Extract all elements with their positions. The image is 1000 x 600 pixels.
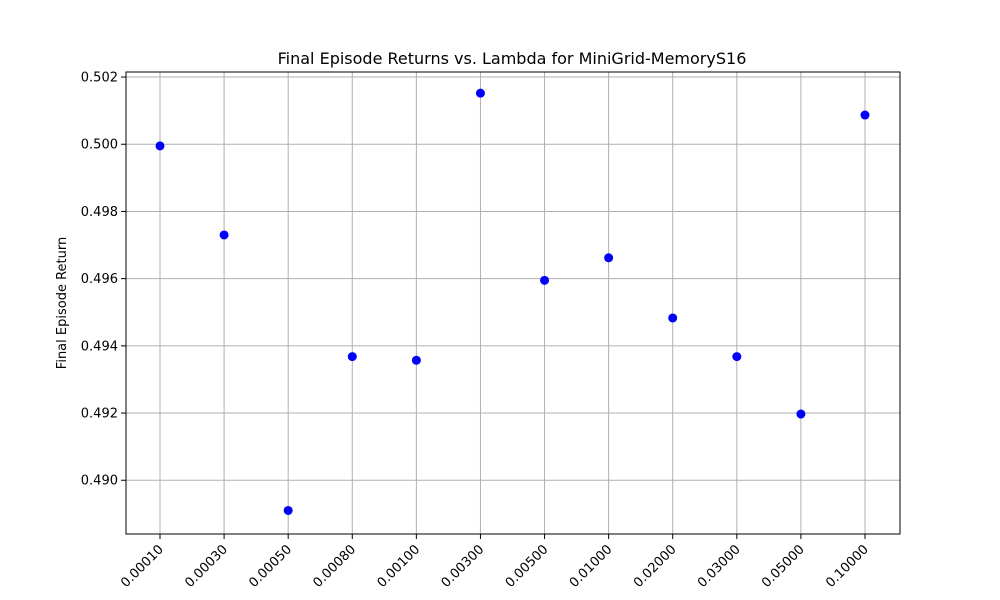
y-axis-ticks: 0.490 0.492 0.494 0.496 0.498 0.500 0.502 <box>81 71 126 489</box>
x-tick-label: 0.00500 <box>503 542 552 591</box>
plot-frame <box>125 71 901 535</box>
x-tick-label: 0.05000 <box>759 542 808 591</box>
y-axis-label: Final Episode Return <box>55 237 70 369</box>
data-point <box>155 141 165 151</box>
x-tick-label: 0.00300 <box>439 542 488 591</box>
x-tick-label: 0.00080 <box>310 542 359 591</box>
y-tick-label: 0.490 <box>81 474 118 489</box>
y-tick-label: 0.496 <box>81 272 118 287</box>
x-axis-ticks: 0.00010 0.00030 0.00050 0.00080 0.00100 0.003… <box>118 534 872 591</box>
x-tick-label: 0.10000 <box>823 542 872 591</box>
data-point <box>219 230 229 240</box>
x-tick-label: 0.03000 <box>695 542 744 591</box>
y-tick-label: 0.498 <box>81 205 118 220</box>
data-point <box>475 88 485 98</box>
data-point <box>283 505 293 515</box>
data-point <box>668 313 678 323</box>
x-tick-label: 0.00050 <box>246 542 295 591</box>
data-point <box>411 355 421 365</box>
x-tick-label: 0.01000 <box>567 542 616 591</box>
y-tick-label: 0.492 <box>81 407 118 422</box>
data-points <box>155 88 870 515</box>
x-tick-label: 0.00030 <box>182 542 231 591</box>
y-tick-label: 0.500 <box>81 138 118 153</box>
x-tick-label: 0.00010 <box>118 542 167 591</box>
data-point <box>347 352 357 362</box>
grid-lines <box>126 72 900 534</box>
y-tick-label: 0.494 <box>81 339 118 354</box>
data-point <box>732 352 742 362</box>
x-tick-label: 0.00100 <box>375 542 424 591</box>
y-tick-label: 0.502 <box>81 71 118 86</box>
chart-title: Final Episode Returns vs. Lambda for Min… <box>278 49 747 68</box>
data-point <box>796 409 806 419</box>
data-point <box>604 253 614 263</box>
x-tick-label: 0.02000 <box>631 542 680 591</box>
data-point <box>860 110 870 120</box>
data-point <box>540 275 550 285</box>
